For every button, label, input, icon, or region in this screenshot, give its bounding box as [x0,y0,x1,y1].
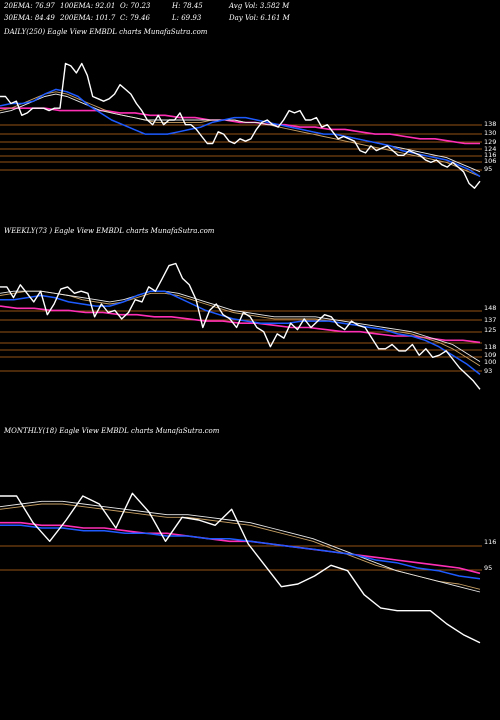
y-tick-label: 125 [484,326,496,334]
high-stat: H: 78.45 [172,2,203,10]
ema-fast-line [0,524,481,580]
ema-slow-line [0,305,481,344]
y-tick-label: 130 [484,129,496,137]
avg-vol-stat: Avg Vol: 3.582 M [229,2,290,10]
y-tick-label: 148 [484,304,496,312]
y-tick-label: 106 [484,157,496,165]
price-line [0,262,481,390]
price-line [0,62,481,189]
y-tick-label: 109 [484,351,496,359]
ema200-stat: 200EMA: 101.7 [60,14,116,22]
monthly-panel-title: MONTHLY(18) Eagle View EMBDL charts Muna… [4,427,220,435]
y-tick-label: 93 [484,367,492,375]
y-tick-label: 118 [484,343,496,351]
ema30-stat: 30EMA: 84.49 [4,14,55,22]
y-tick-label: 95 [484,165,492,173]
y-tick-label: 124 [484,145,496,153]
low-stat: L: 69.93 [172,14,202,22]
ema-white-line [0,500,481,593]
y-tick-label: 116 [484,538,496,546]
ema-fast-line [0,290,481,375]
ema-gold-line [0,290,481,367]
ema-white-line [0,93,481,173]
day-vol-stat: Day Vol: 6.161 M [229,14,290,22]
ema-fast-line [0,88,481,178]
ema-slow-line [0,521,481,575]
open-stat: O: 70.23 [120,2,151,10]
ema-white-line [0,290,481,362]
daily-panel-title: DAILY(250) Eagle View EMBDL charts Munaf… [4,28,208,36]
ema100-stat: 100EMA: 92.01 [60,2,116,10]
y-tick-label: 100 [484,358,496,366]
y-tick-label: 95 [484,564,492,572]
y-tick-label: 138 [484,120,496,128]
ema-slow-line [0,107,480,145]
chart-panel-2: 116 95 [0,492,496,644]
y-tick-label: 129 [484,138,496,146]
close-stat: C: 79.46 [120,14,150,22]
ema-gold-line [0,503,481,590]
y-tick-label: 137 [484,316,496,324]
y-tick-label: 116 [484,151,496,159]
weekly-panel-title: WEEKLY(73 ) Eagle View EMBDL charts Muna… [4,227,215,235]
price-line [0,492,481,644]
ema20-stat: 20EMA: 76.97 [4,2,55,10]
